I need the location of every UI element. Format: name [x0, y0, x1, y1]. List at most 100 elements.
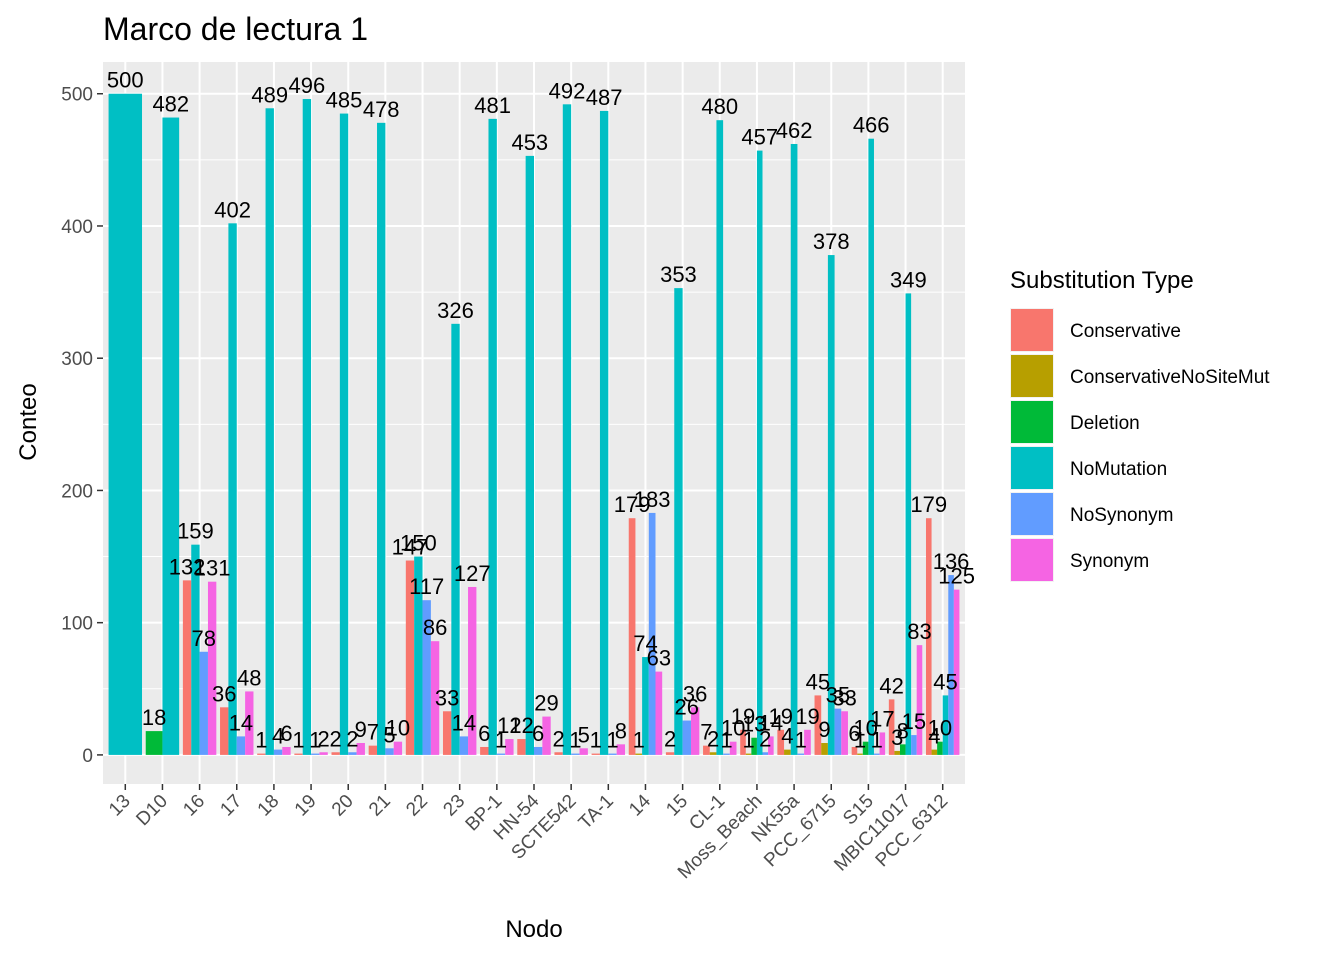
bar-nosynonym-s15	[873, 753, 880, 755]
bar-value-label: 489	[251, 82, 288, 107]
x-tick-label: D10	[132, 791, 171, 830]
bar-value-label: 6	[532, 721, 544, 746]
bar-value-label: 150	[400, 531, 437, 556]
bar-nomutation-hn-54	[525, 155, 534, 755]
bar-value-label: 33	[832, 685, 856, 710]
bar-value-label: 12	[497, 713, 521, 738]
bar-synonym-15	[690, 707, 700, 755]
bar-value-label: 2	[707, 726, 719, 751]
bar-value-label: 5	[578, 722, 590, 747]
bar-value-label: 349	[890, 267, 927, 292]
bar-value-label: 35	[826, 683, 850, 708]
bar-nosynonym-14	[648, 512, 656, 755]
bar-value-label: 26	[675, 695, 699, 720]
bar-synonym-moss_beach	[768, 736, 774, 755]
bar-value-label: 14	[229, 710, 253, 735]
bar-synonym-20	[356, 743, 365, 755]
y-tick-label: 0	[82, 746, 93, 767]
bar-nosynonym-19	[311, 753, 320, 755]
bar-conservative-18	[257, 753, 266, 755]
bar-value-label: 1	[871, 728, 883, 753]
bar-value-label: 466	[853, 113, 890, 138]
bar-conservative-nk55a	[777, 729, 785, 755]
bar-nomutation-17	[228, 223, 237, 755]
bar-conservativenositemut-pcc_6715	[821, 743, 828, 755]
legend-label: Synonym	[1070, 551, 1149, 572]
bar-conservativenositemut-cl-1	[709, 752, 717, 755]
x-tick-label: 15	[662, 791, 692, 821]
bar-deletion-s15	[862, 741, 869, 755]
bar-value-label: 179	[910, 492, 947, 517]
bar-value-label: 147	[392, 535, 429, 560]
y-tick-label: 400	[61, 217, 93, 238]
bar-synonym-ta-1	[616, 744, 626, 755]
legend-swatch	[1011, 355, 1053, 397]
bar-nomutation-bp-1	[488, 118, 497, 755]
bar-conservativenositemut-14	[635, 753, 643, 755]
bar-nomutation-15	[674, 288, 683, 755]
bar-value-label: 478	[363, 97, 400, 122]
bar-nosynonym-16	[199, 651, 208, 755]
bar-value-label: 462	[776, 118, 813, 143]
bar-value-label: 492	[549, 78, 586, 103]
bar-conservative-19	[294, 753, 303, 755]
bar-nosynonym-scte542	[571, 753, 580, 755]
bar-synonym-pcc_6715	[841, 711, 848, 755]
bar-value-label: 1	[720, 728, 732, 753]
bar-value-label: 132	[169, 554, 206, 579]
bar-conservative-16	[182, 580, 192, 755]
x-tick-label: 17	[216, 791, 246, 821]
bar-value-label: 78	[192, 626, 216, 651]
bar-conservative-15	[665, 752, 675, 755]
bar-nosynonym-bp-1	[496, 753, 506, 755]
bar-value-label: 2	[330, 726, 342, 751]
bar-nomutation-mbic11017	[905, 293, 912, 755]
bar-nosynonym-hn-54	[534, 746, 543, 755]
bar-value-label: 4	[272, 724, 284, 749]
bar-value-label: 402	[214, 197, 251, 222]
bar-nosynonym-21	[385, 748, 394, 755]
bar-synonym-cl-1	[729, 741, 737, 755]
bar-value-label: 2	[664, 726, 676, 751]
bar-value-label: 36	[683, 681, 707, 706]
bar-nomutation-s15	[868, 138, 874, 755]
bar-value-label: 125	[938, 564, 975, 589]
bar-synonym-hn-54	[542, 716, 551, 755]
bar-value-label: 179	[614, 492, 651, 517]
bar-value-label: 86	[423, 615, 447, 640]
bar-nosynonym-pcc_6312	[948, 575, 954, 755]
bar-nomutation-scte542	[562, 104, 572, 755]
bar-value-label: 2	[552, 726, 564, 751]
bar-nomutation-nk55a	[790, 143, 798, 755]
bar-conservative-cl-1	[703, 745, 710, 755]
bar-nomutation-d10	[162, 117, 180, 755]
bar-synonym-23	[468, 586, 477, 755]
bar-value-label: 63	[647, 646, 671, 671]
bar-value-label: 1	[742, 728, 754, 753]
x-axis-title: Nodo	[505, 916, 562, 943]
bar-synonym-14	[655, 671, 663, 755]
bar-value-label: 6	[280, 721, 292, 746]
bar-conservative-s15	[851, 746, 858, 755]
bar-value-label: 10	[928, 716, 952, 741]
bar-value-label: 127	[454, 561, 491, 586]
legend-title: Substitution Type	[1010, 267, 1194, 294]
bar-value-label: 1	[495, 728, 507, 753]
bar-conservative-moss_beach	[740, 729, 746, 755]
y-axis-title: Conteo	[15, 383, 42, 460]
bar-conservative-14	[628, 518, 636, 755]
bar-value-label: 45	[933, 669, 957, 694]
x-tick-label: TA-1	[575, 791, 618, 834]
bar-nosynonym-23	[459, 736, 469, 755]
x-tick-label: 14	[625, 790, 655, 820]
bar-value-label: 136	[933, 549, 970, 574]
bar-nosynonym-nk55a	[797, 753, 805, 755]
bar-value-label: 326	[437, 298, 474, 323]
legend-label: Conservative	[1070, 321, 1181, 342]
bar-value-label: 1	[606, 728, 618, 753]
bar-value-label: 500	[107, 68, 144, 93]
legend-label: NoMutation	[1070, 459, 1167, 480]
